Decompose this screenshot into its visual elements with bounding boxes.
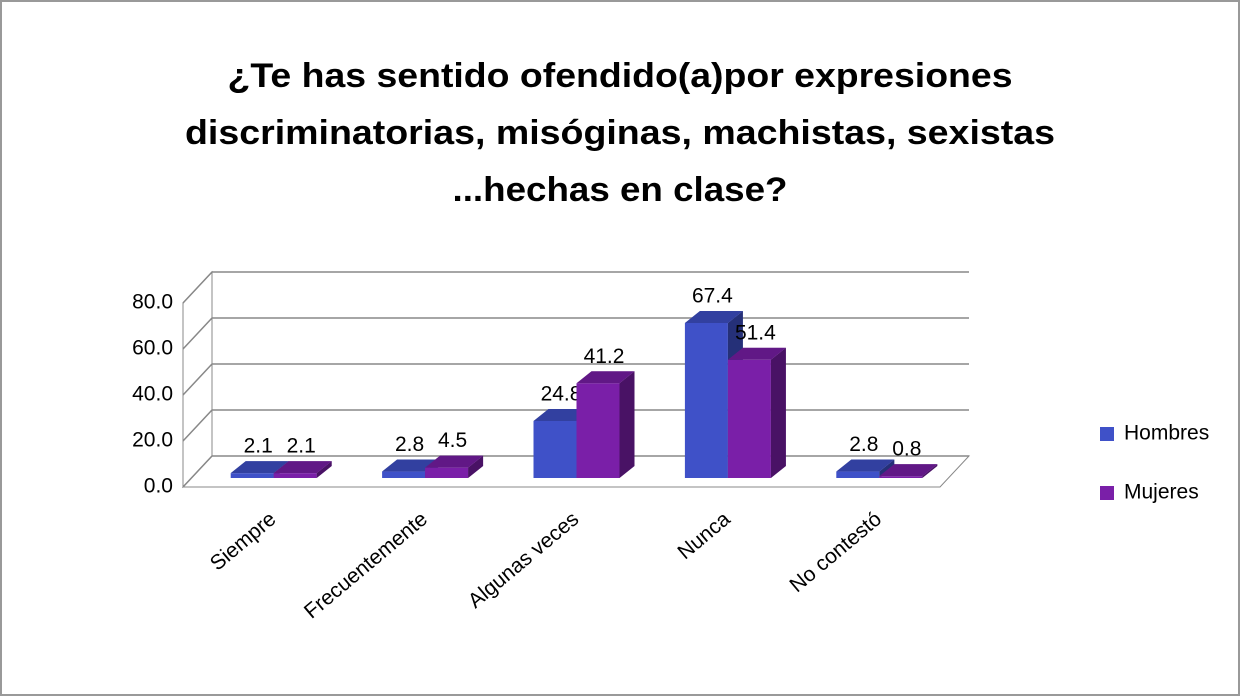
chart-title: discriminatorias, misóginas, machistas, …: [185, 114, 1055, 152]
bar-top-shade: [425, 455, 484, 468]
bar-top: [879, 464, 938, 477]
bar-side: [619, 371, 635, 478]
bar-front: [684, 322, 728, 478]
y-tick-label: 20.0: [132, 429, 173, 452]
data-label: 2.1: [287, 435, 316, 458]
bar-side-shade: [922, 464, 938, 478]
data-label: 0.8: [892, 438, 921, 461]
bar-top-shade: [836, 459, 895, 472]
bar-top: [576, 371, 635, 384]
bar-front: [382, 471, 426, 478]
data-label: 51.4: [735, 321, 776, 344]
bar-side: [770, 347, 786, 478]
bar-top-shade: [230, 461, 289, 474]
bar-top: [273, 461, 332, 474]
bar-top-shade: [576, 371, 635, 384]
bar-front: [727, 359, 771, 478]
legend-swatch: [1100, 486, 1114, 500]
y-tick-label: 0.0: [144, 475, 173, 498]
bar-front: [230, 473, 274, 478]
bar: [836, 459, 895, 478]
data-label: 41.2: [584, 345, 625, 368]
data-label: 4.5: [438, 429, 467, 452]
bar-top: [425, 455, 484, 468]
y-tick-label: 60.0: [132, 337, 173, 360]
bar: [425, 455, 484, 478]
bar-top: [727, 347, 786, 360]
bar-top-shade: [684, 310, 743, 323]
data-label: 2.8: [849, 433, 878, 456]
bar-side: [468, 455, 484, 478]
bar-top: [684, 310, 743, 323]
bar-top: [836, 459, 895, 472]
bar-side-shade: [468, 455, 484, 478]
bar-side-shade: [770, 347, 786, 478]
bar-side-shade: [316, 461, 332, 478]
bar-top-shade: [879, 464, 938, 477]
bar-front: [273, 473, 317, 478]
data-label: 2.8: [395, 433, 424, 456]
bar: [576, 371, 635, 478]
data-label: 24.8: [541, 383, 582, 406]
y-tick-label: 40.0: [132, 383, 173, 406]
data-label: 67.4: [692, 285, 733, 308]
legend-label: Mujeres: [1124, 481, 1199, 504]
bar: [727, 347, 786, 478]
bar-side: [316, 461, 332, 478]
legend-label: Hombres: [1124, 422, 1209, 445]
grid-line: [182, 271, 969, 304]
bar-front: [836, 471, 880, 478]
bar-front: [425, 467, 469, 478]
bar-front: [576, 383, 620, 478]
bar-top-shade: [727, 347, 786, 360]
bar-front: [533, 420, 577, 478]
legend-swatch: [1100, 427, 1114, 441]
y-tick-label: 80.0: [132, 291, 173, 314]
chart-title: ¿Te has sentido ofendido(a)por expresion…: [228, 57, 1013, 95]
bar: [273, 461, 332, 478]
data-label: 2.1: [244, 435, 273, 458]
bar-side-shade: [619, 371, 635, 478]
bar-top-shade: [273, 461, 332, 474]
chart-title: ...hechas en clase?: [453, 171, 788, 209]
bar: [879, 464, 938, 478]
bar-side: [922, 464, 938, 478]
bar-front: [879, 476, 923, 478]
bar-top: [230, 461, 289, 474]
